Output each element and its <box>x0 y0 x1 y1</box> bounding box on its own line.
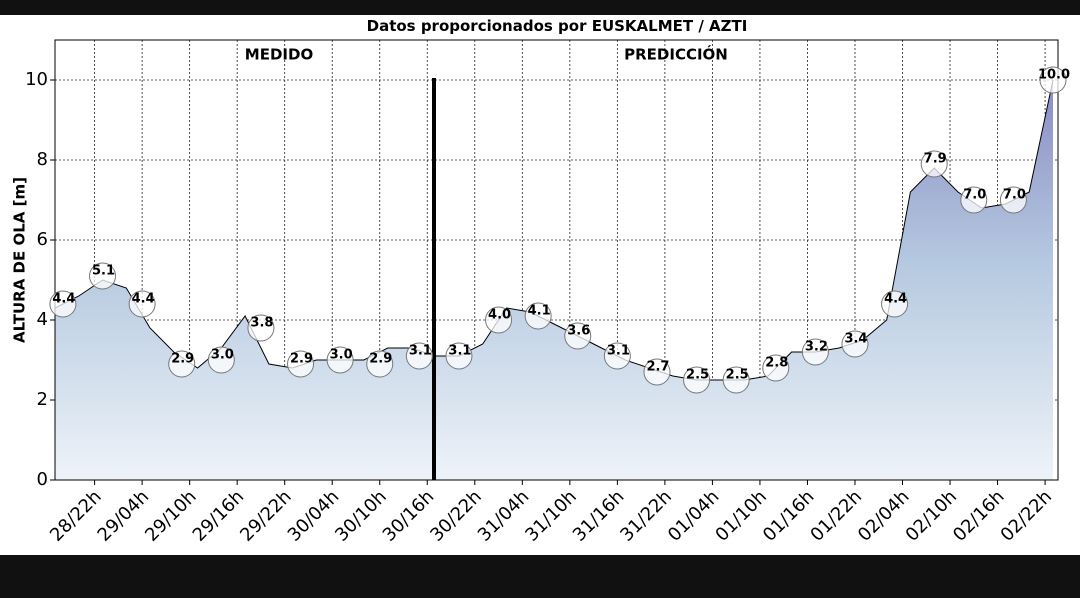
y-axis-label: ALTURA DE OLA [m] <box>11 177 29 343</box>
value-label: 4.4 <box>132 292 155 307</box>
x-tick-label: 31/16h <box>569 486 629 546</box>
value-label: 2.9 <box>369 352 392 367</box>
x-tick-label: 02/04h <box>854 486 914 546</box>
annotation: MEDIDO <box>245 46 313 64</box>
x-tick-label: 30/04h <box>284 486 344 546</box>
label-marker <box>801 338 829 366</box>
x-tick-label: 30/22h <box>426 486 486 546</box>
x-tick-label: 29/04h <box>94 486 154 546</box>
value-label: 3.0 <box>330 348 353 363</box>
value-label: 4.0 <box>488 308 511 323</box>
x-tick-label: 01/22h <box>806 486 866 546</box>
y-tick-label: 0 <box>37 469 48 490</box>
label-marker <box>366 350 394 378</box>
plot-frame <box>54 39 1059 481</box>
area <box>55 80 1053 480</box>
label-marker <box>564 322 592 350</box>
label-marker <box>207 346 235 374</box>
value-label: 4.4 <box>884 292 907 307</box>
label-marker <box>524 302 552 330</box>
x-tick-label: 29/16h <box>189 486 249 546</box>
x-tick-label: 31/04h <box>474 486 534 546</box>
x-tick-label: 02/16h <box>949 486 1009 546</box>
label-marker <box>999 186 1027 214</box>
label-marker <box>405 342 433 370</box>
label-marker <box>841 330 869 358</box>
value-label: 5.1 <box>92 264 115 279</box>
value-label: 7.0 <box>963 188 986 203</box>
value-label: 2.7 <box>646 360 669 375</box>
x-tick-label: 30/10h <box>331 486 391 546</box>
label-marker <box>326 346 354 374</box>
label-marker <box>920 150 948 178</box>
label-marker <box>881 290 909 318</box>
label-marker <box>960 186 988 214</box>
x-tick-label: 01/04h <box>664 486 724 546</box>
value-label: 2.5 <box>686 368 709 383</box>
x-tick-label: 29/22h <box>236 486 296 546</box>
label-marker <box>603 342 631 370</box>
x-tick-label: 29/10h <box>141 486 201 546</box>
label-marker <box>168 350 196 378</box>
label-marker <box>247 314 275 342</box>
value-label: 2.8 <box>765 356 788 371</box>
label-marker <box>643 358 671 386</box>
label-marker <box>89 262 117 290</box>
value-label: 4.4 <box>52 292 75 307</box>
value-label: 2.5 <box>726 368 749 383</box>
annotation: PREDICCIÓN <box>624 45 728 64</box>
x-tick-label: 01/10h <box>711 486 771 546</box>
value-label: 3.1 <box>607 344 630 359</box>
x-tick-label: 31/10h <box>521 486 581 546</box>
x-tick-label: 30/16h <box>379 486 439 546</box>
y-tick-label: 10 <box>25 69 48 90</box>
value-label: 4.1 <box>528 304 551 319</box>
value-label: 3.1 <box>448 344 471 359</box>
x-tick-label: 02/22h <box>997 486 1057 546</box>
value-label: 3.1 <box>409 344 432 359</box>
x-tick-label: 31/22h <box>616 486 676 546</box>
y-tick-label: 2 <box>37 389 48 410</box>
value-label: 2.9 <box>171 352 194 367</box>
value-label: 3.0 <box>211 348 234 363</box>
label-marker <box>722 366 750 394</box>
label-marker <box>485 306 513 334</box>
label-marker <box>683 366 711 394</box>
label-marker <box>762 354 790 382</box>
chart-title: Datos proporcionados por EUSKALMET / AZT… <box>367 17 748 35</box>
label-marker <box>287 350 315 378</box>
top-bar <box>0 0 1080 15</box>
x-tick-label: 01/16h <box>759 486 819 546</box>
x-tick-label: 28/22h <box>46 486 106 546</box>
label-marker <box>1039 66 1067 94</box>
y-tick-label: 4 <box>37 309 48 330</box>
label-marker <box>128 290 156 318</box>
value-label: 3.2 <box>805 340 828 355</box>
value-label: 3.8 <box>250 316 273 331</box>
y-tick-label: 6 <box>37 229 48 250</box>
value-label: 2.9 <box>290 352 313 367</box>
y-tick-label: 8 <box>37 149 48 170</box>
value-label: 7.9 <box>924 152 947 167</box>
label-marker <box>49 290 77 318</box>
value-label: 10.0 <box>1038 68 1070 83</box>
x-tick-label: 02/10h <box>902 486 962 546</box>
value-label: 3.6 <box>567 324 590 339</box>
value-label: 3.4 <box>844 332 867 347</box>
value-label: 7.0 <box>1003 188 1026 203</box>
bottom-bar <box>0 555 1080 598</box>
label-marker <box>445 342 473 370</box>
